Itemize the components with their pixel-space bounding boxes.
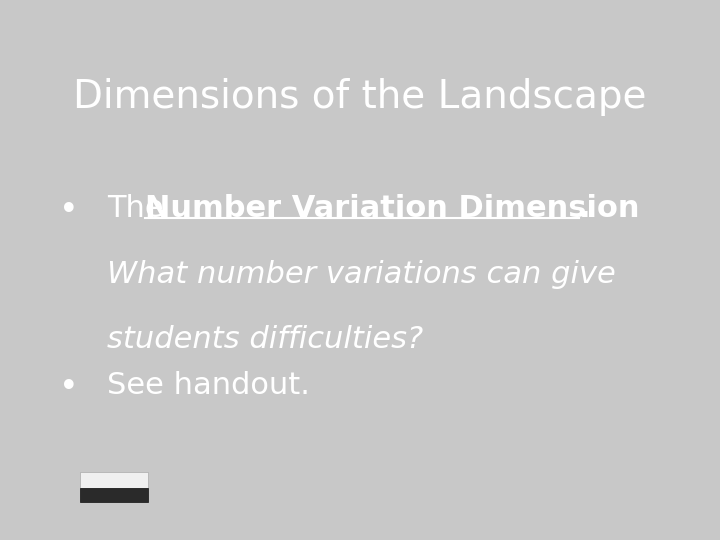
Text: What number variations can give: What number variations can give: [107, 260, 616, 289]
Text: students difficulties?: students difficulties?: [107, 326, 423, 354]
Text: •: •: [59, 194, 78, 227]
FancyBboxPatch shape: [79, 471, 148, 488]
Text: The: The: [107, 194, 174, 224]
Text: Dimensions of the Landscape: Dimensions of the Landscape: [73, 78, 647, 117]
Text: •: •: [59, 371, 78, 404]
Text: See handout.: See handout.: [107, 371, 310, 400]
FancyBboxPatch shape: [79, 488, 148, 502]
Text: .: .: [579, 194, 590, 224]
Text: Number Variation Dimension: Number Variation Dimension: [145, 194, 639, 224]
